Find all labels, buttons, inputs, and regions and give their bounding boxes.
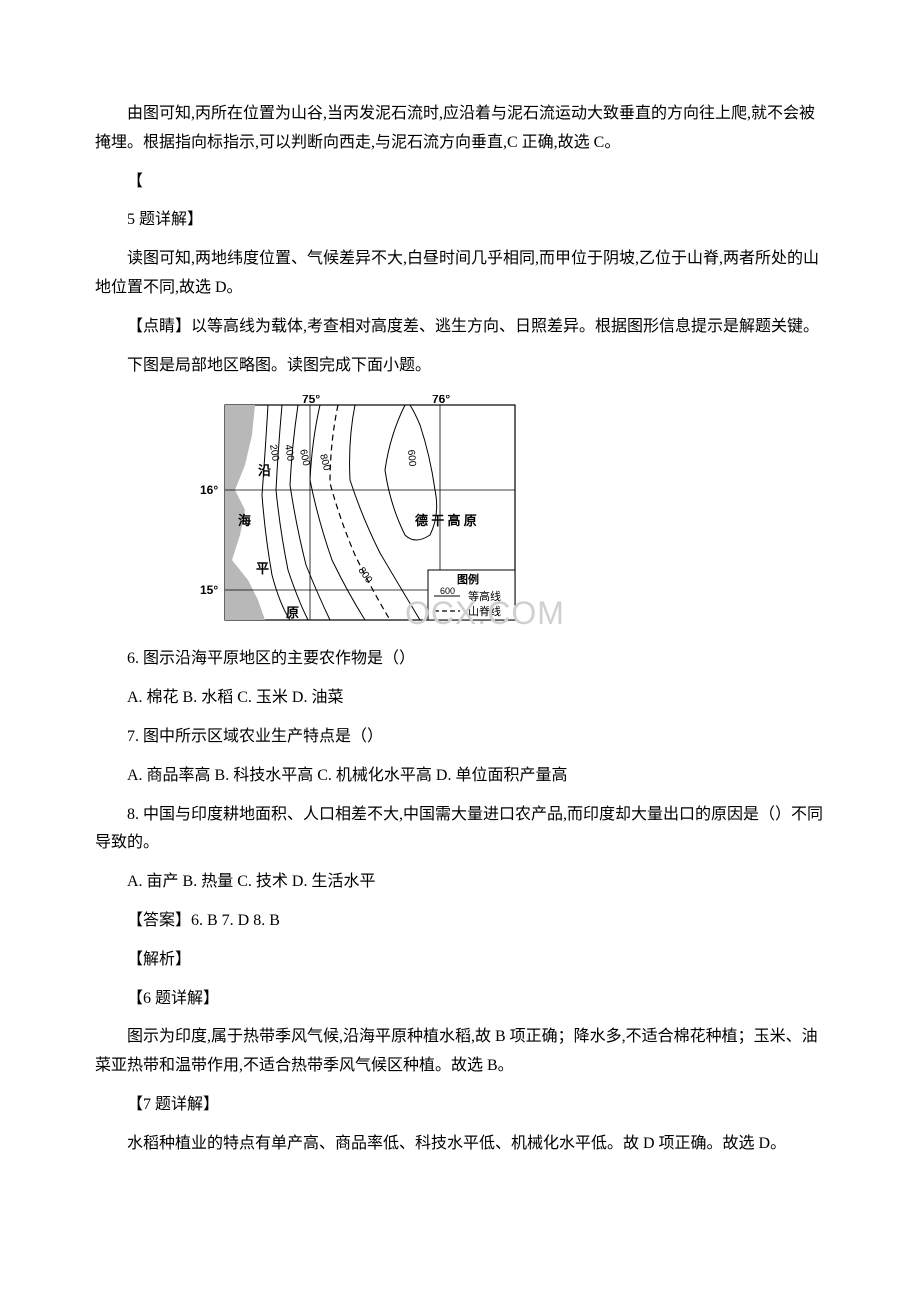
label-ping: 平 [256,561,269,576]
q5-title: 5 题详解】 [95,206,825,235]
q6-detail: 图示为印度,属于热带季风气候,沿海平原种植水稻,故 B 项正确；降水多,不适合棉… [95,1023,825,1081]
q8: 8. 中国与印度耕地面积、人口相差不大,中国需大量进口农产品,而印度却大量出口的… [95,801,825,859]
dianjing: 【点睛】以等高线为载体,考查相对高度差、逃生方向、日照差异。根据图形信息提示是解… [95,313,825,342]
bracket-line: 【 [95,168,825,197]
q7-detail: 水稻种植业的特点有单产高、商品率低、科技水平低、机械化水平低。故 D 项正确。故… [95,1130,825,1159]
q5-body: 读图可知,两地纬度位置、气候差异不大,白昼时间几乎相同,而甲位于阴坡,乙位于山脊… [95,245,825,303]
legend-ridge-label: 山脊线 [468,604,501,618]
lon-76-label: 76° [432,395,450,406]
q8-options: A. 亩产 B. 热量 C. 技术 D. 生活水平 [95,868,825,897]
label-degan: 德 干 高 原 [415,513,477,528]
paragraph-1: 由图可知,丙所在位置为山谷,当丙发泥石流时,应沿着与泥石流运动大致垂直的方向往上… [95,100,825,158]
legend-title: 图例 [457,572,479,586]
q6-options: A. 棉花 B. 水稻 C. 玉米 D. 油菜 [95,684,825,713]
q7-options: A. 商品率高 B. 科技水平高 C. 机械化水平高 D. 单位面积产量高 [95,762,825,791]
label-yan: 沿 [258,463,271,478]
legend-600: 600 [440,586,455,596]
legend-contour-label: 等高线 [468,589,501,603]
q6-detail-title: 【6 题详解】 [95,985,825,1014]
q6: 6. 图示沿海平原地区的主要农作物是（） [95,645,825,674]
lat-15-label: 15° [200,583,218,597]
label-hai: 海 [238,513,251,528]
lat-16-label: 16° [200,483,218,497]
map-intro: 下图是局部地区略图。读图完成下面小题。 [95,352,825,381]
map-figure: 200 400 600 800 600 800 75° 76° 16° 15° … [190,395,825,625]
q7-detail-title: 【7 题详解】 [95,1091,825,1120]
answers: 【答案】6. B 7. D 8. B [95,907,825,936]
map-svg: 200 400 600 800 600 800 75° 76° 16° 15° … [190,395,520,625]
label-600b: 600 [405,450,417,468]
q7: 7. 图中所示区域农业生产特点是（） [95,723,825,752]
jiexi: 【解析】 [95,946,825,975]
label-yuan: 原 [286,605,299,620]
lon-75-label: 75° [302,395,320,406]
